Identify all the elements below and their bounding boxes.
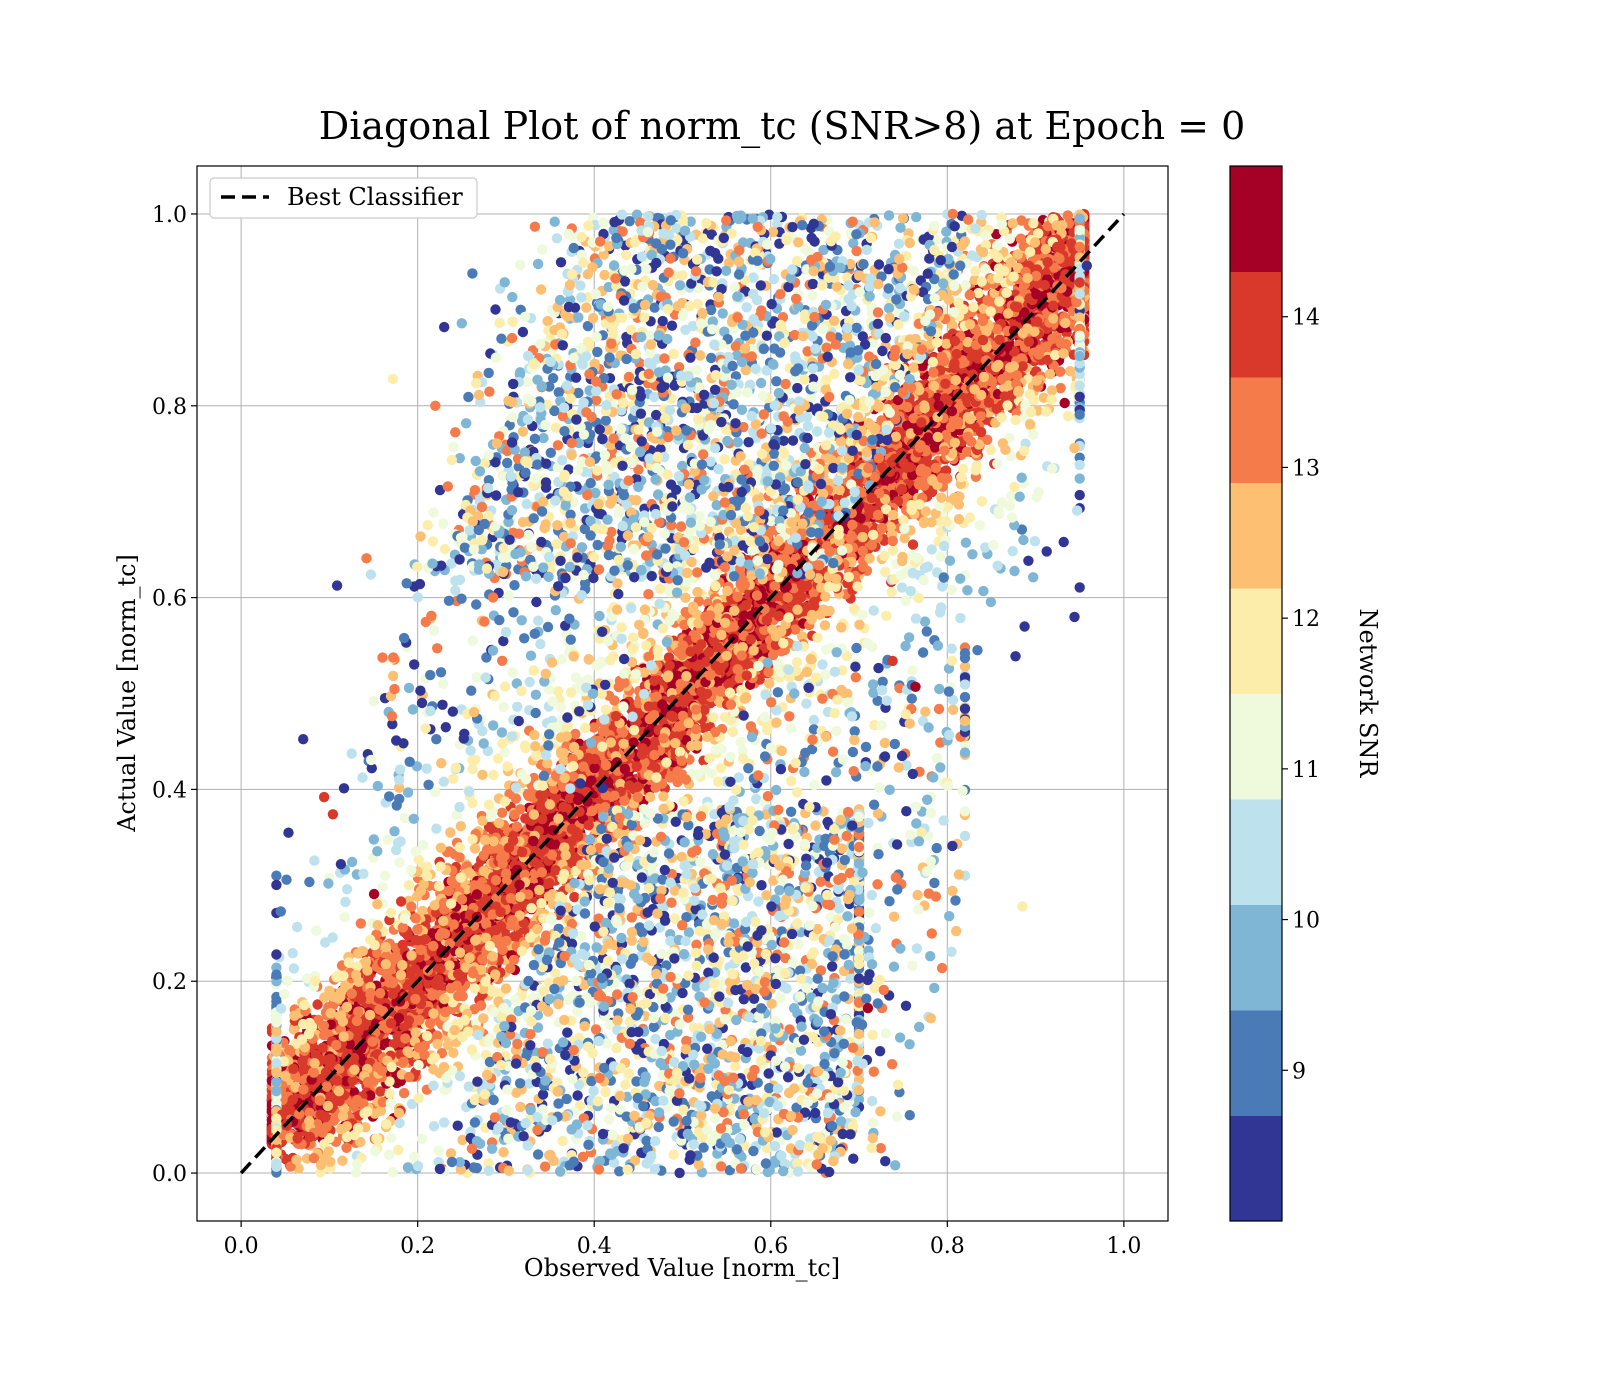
scatter-point xyxy=(907,539,919,550)
scatter-point xyxy=(797,631,808,642)
scatter-point xyxy=(395,896,407,907)
scatter-point xyxy=(947,320,958,331)
scatter-points xyxy=(266,208,1093,1179)
chart-title: Diagonal Plot of norm_tc (SNR>8) at Epoc… xyxy=(319,104,1246,149)
scatter-point xyxy=(496,807,508,818)
scatter-point xyxy=(475,1000,487,1011)
scatter-point xyxy=(961,446,973,457)
scatter-point xyxy=(398,1087,410,1099)
scatter-point xyxy=(1059,397,1070,409)
scatter-point xyxy=(511,821,523,832)
scatter-point xyxy=(523,790,534,802)
scatter-point xyxy=(368,888,380,900)
